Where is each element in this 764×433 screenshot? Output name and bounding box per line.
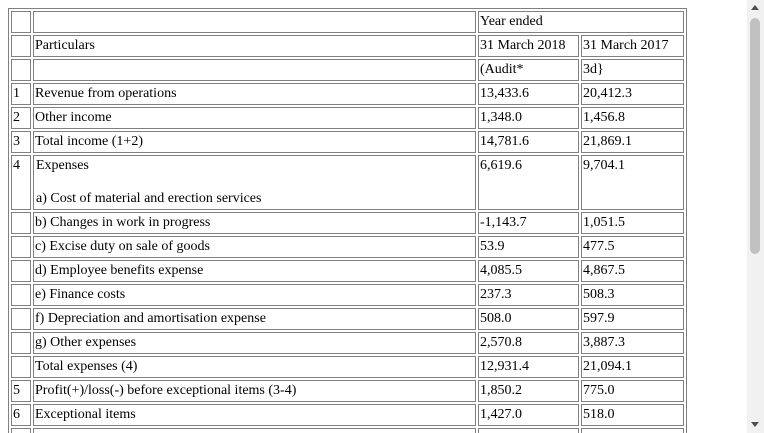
table-row-total-expenses: Total expenses (4) 12,931.4 21,094.1: [11, 356, 684, 378]
empty-cell: [11, 428, 31, 433]
table-row: 3 Total income (1+2) 14,781.6 21,869.1: [11, 131, 684, 153]
table-row: g) Other expenses 2,570.8 3,887.3: [11, 332, 684, 354]
empty-cell: [11, 11, 31, 33]
vertical-scrollbar[interactable]: [747, 0, 764, 433]
row-value-2017: 597.9: [581, 308, 684, 330]
scroll-down-arrow-icon[interactable]: [747, 416, 764, 433]
period-header: Year ended: [478, 11, 684, 33]
header-row-dates: Particulars 31 March 2018 31 March 2017: [11, 35, 684, 57]
row-label: Profit(+)/loss(-) before exceptional ite…: [33, 380, 476, 402]
row-value-2017: 9,704.1: [581, 155, 684, 210]
row-value-2017: 775.0: [581, 380, 684, 402]
table-row: f) Depreciation and amortisation expense…: [11, 308, 684, 330]
empty-cell: [11, 236, 31, 258]
document-viewport: Year ended Particulars 31 March 2018 31 …: [8, 8, 687, 433]
empty-cell: [33, 59, 476, 81]
table-row-expenses-heading: 4 Expenses a) Cost of material and erect…: [11, 155, 684, 210]
row-number: 1: [11, 83, 31, 105]
note-header-2018: (Audit*: [478, 59, 579, 81]
empty-cell: [11, 356, 31, 378]
row-number: 6: [11, 404, 31, 426]
row-value-2018: 1,427.0: [478, 404, 579, 426]
row-value-2017: 21,869.1: [581, 131, 684, 153]
row-value-2017: 1,051.5: [581, 212, 684, 234]
row-label: b) Changes in work in progress: [33, 212, 476, 234]
row-label: f) Depreciation and amortisation expense: [33, 308, 476, 330]
empty-cell: [33, 11, 476, 33]
table-row: 1 Revenue from operations 13,433.6 20,41…: [11, 83, 684, 105]
empty-cell: [11, 35, 31, 57]
row-label: a) Cost of material and erection service…: [36, 191, 262, 206]
row-value-2018: 13,433.6: [478, 83, 579, 105]
row-value-2017: 1,456.8: [581, 107, 684, 129]
row-label: g) Other expenses: [33, 332, 476, 354]
financial-results-table: Year ended Particulars 31 March 2018 31 …: [8, 8, 687, 433]
table-row-partial: [11, 428, 684, 433]
empty-cell: [11, 332, 31, 354]
row-label: Exceptional items: [33, 404, 476, 426]
row-value-2018: 1,850.2: [478, 380, 579, 402]
empty-cell: [11, 284, 31, 306]
empty-cell: [11, 212, 31, 234]
row-number: 5: [11, 380, 31, 402]
row-value-2018: 12,931.4: [478, 356, 579, 378]
particulars-header: Particulars: [33, 35, 476, 57]
row-value-2017: 518.0: [581, 404, 684, 426]
row-value-2017: 21,094.1: [581, 356, 684, 378]
table-row: b) Changes in work in progress -1,143.7 …: [11, 212, 684, 234]
row-label: Total income (1+2): [33, 131, 476, 153]
row-value-2018: -1,143.7: [478, 212, 579, 234]
row-value-2018: 4,085.5: [478, 260, 579, 282]
row-value-2018: 1,348.0: [478, 107, 579, 129]
row-value-2018: 14,781.6: [478, 131, 579, 153]
date-header-2017: 31 March 2017: [581, 35, 684, 57]
row-number: 2: [11, 107, 31, 129]
note-header-2017: 3d}: [581, 59, 684, 81]
row-label: Other income: [33, 107, 476, 129]
table-row: 5 Profit(+)/loss(-) before exceptional i…: [11, 380, 684, 402]
row-value-2017: 3,887.3: [581, 332, 684, 354]
scrollbar-thumb[interactable]: [750, 18, 760, 254]
table-row: 2 Other income 1,348.0 1,456.8: [11, 107, 684, 129]
row-label: Total expenses (4): [33, 356, 476, 378]
row-value-2018: 53.9: [478, 236, 579, 258]
row-value-2018: 508.0: [478, 308, 579, 330]
row-value-2018: 237.3: [478, 284, 579, 306]
header-row-period: Year ended: [11, 11, 684, 33]
expenses-heading: Expenses: [36, 158, 89, 173]
row-label: d) Employee benefits expense: [33, 260, 476, 282]
table-row: 6 Exceptional items 1,427.0 518.0: [11, 404, 684, 426]
empty-cell: [11, 308, 31, 330]
table-row: d) Employee benefits expense 4,085.5 4,8…: [11, 260, 684, 282]
row-value-2017: 4,867.5: [581, 260, 684, 282]
date-header-2018: 31 March 2018: [478, 35, 579, 57]
row-value-2017: 477.5: [581, 236, 684, 258]
header-row-notes: (Audit* 3d}: [11, 59, 684, 81]
row-value-2018: 6,619.6: [478, 155, 579, 210]
empty-cell: [581, 428, 684, 433]
row-value-2017: 20,412.3: [581, 83, 684, 105]
table-row: e) Finance costs 237.3 508.3: [11, 284, 684, 306]
row-number: 4: [11, 155, 31, 210]
row-number: 3: [11, 131, 31, 153]
empty-cell: [478, 428, 579, 433]
expenses-cell: Expenses a) Cost of material and erectio…: [33, 155, 476, 210]
row-value-2018: 2,570.8: [478, 332, 579, 354]
row-value-2017: 508.3: [581, 284, 684, 306]
scroll-up-arrow-icon[interactable]: [747, 0, 764, 17]
row-label: c) Excise duty on sale of goods: [33, 236, 476, 258]
row-label: e) Finance costs: [33, 284, 476, 306]
empty-cell: [33, 428, 476, 433]
empty-cell: [11, 260, 31, 282]
table-row: c) Excise duty on sale of goods 53.9 477…: [11, 236, 684, 258]
empty-cell: [11, 59, 31, 81]
row-label: Revenue from operations: [33, 83, 476, 105]
